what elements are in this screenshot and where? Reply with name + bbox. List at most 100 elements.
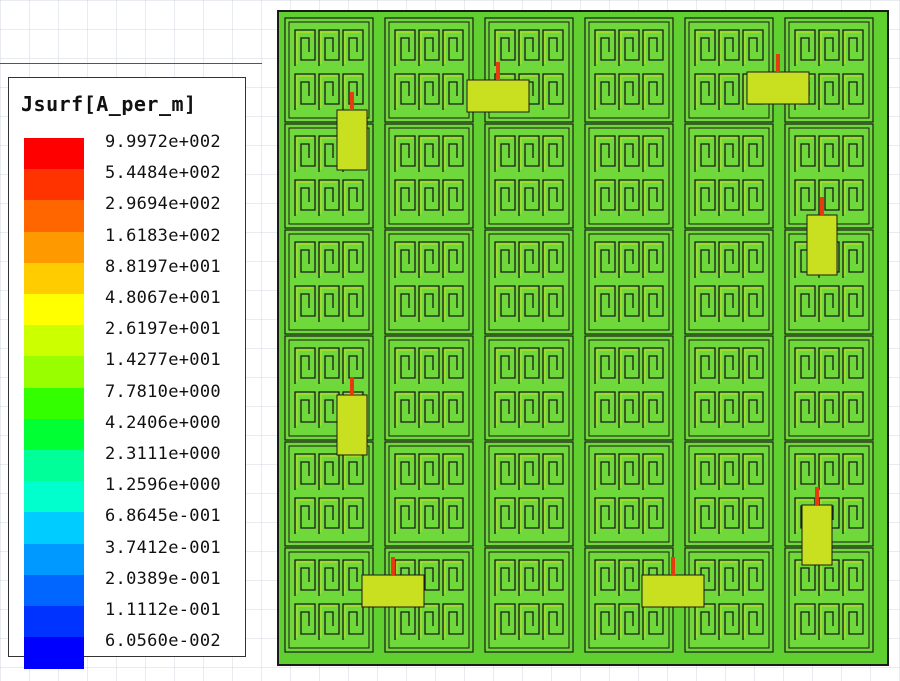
meander-trace (618, 453, 640, 490)
meander-trace (842, 135, 864, 172)
colorbar-tick-label: 2.0389e-001 (105, 568, 221, 589)
meander-trace (718, 391, 740, 428)
meander-trace (694, 179, 716, 216)
meander-current (720, 393, 737, 426)
meander-trace (318, 29, 340, 66)
meander-current (644, 287, 661, 320)
meander-current (420, 243, 437, 276)
meander-trace (394, 453, 416, 490)
meander-current (320, 243, 337, 276)
feed-patch (336, 109, 368, 171)
meander-trace (594, 179, 616, 216)
meander-trace (842, 347, 864, 384)
colorbar-tick-label: 3.7412e-001 (105, 537, 221, 558)
meander-current (696, 181, 713, 214)
colorbar-swatch (24, 325, 84, 357)
meander-current (296, 243, 313, 276)
meander-current (720, 287, 737, 320)
meander-trace (294, 179, 316, 216)
unit-cell (684, 441, 774, 547)
meander-trace (542, 391, 564, 428)
meander-trace (442, 135, 464, 172)
meander-trace (518, 241, 540, 278)
meander-current (620, 31, 637, 64)
meander-trace (518, 29, 540, 66)
meander-trace (842, 73, 864, 110)
meander-trace (842, 179, 864, 216)
current-hotspot (496, 62, 500, 80)
meander-trace (742, 559, 764, 596)
meander-current (720, 561, 737, 594)
meander-current (444, 499, 461, 532)
meander-current (296, 455, 313, 488)
colorbar-swatch (24, 169, 84, 201)
meander-trace (718, 497, 740, 534)
meander-current (320, 31, 337, 64)
meander-current (320, 349, 337, 382)
meander-current (344, 561, 361, 594)
meander-current (320, 455, 337, 488)
colorbar-swatch (24, 574, 84, 607)
meander-trace (494, 29, 516, 66)
unit-cell (584, 335, 674, 441)
meander-current (644, 75, 661, 108)
meander-current (420, 31, 437, 64)
meander-current (696, 75, 713, 108)
meander-current (744, 499, 761, 532)
meander-current (644, 137, 661, 170)
meander-trace (818, 347, 840, 384)
meander-current (844, 393, 861, 426)
feed-patch (336, 394, 368, 456)
meander-current (396, 393, 413, 426)
meander-current (520, 137, 537, 170)
meander-trace (694, 347, 716, 384)
meander-trace (718, 285, 740, 322)
meander-trace (542, 135, 564, 172)
meander-trace (818, 135, 840, 172)
meander-trace (594, 559, 616, 596)
unit-cell-ring (688, 21, 770, 119)
meander-current (744, 393, 761, 426)
meander-trace (742, 603, 764, 640)
meander-trace (694, 497, 716, 534)
unit-cell-ring (688, 445, 770, 543)
meander-current (520, 287, 537, 320)
meander-current (520, 181, 537, 214)
meander-current (296, 349, 313, 382)
meander-trace (694, 73, 716, 110)
meander-current (744, 243, 761, 276)
unit-cell-ring (588, 339, 670, 437)
meander-trace (494, 135, 516, 172)
meander-trace (618, 135, 640, 172)
unit-cell (684, 229, 774, 335)
meander-trace (418, 285, 440, 322)
meander-current (344, 605, 361, 638)
unit-cell-ring (588, 127, 670, 225)
meander-current (420, 287, 437, 320)
meander-trace (794, 179, 816, 216)
meander-current (744, 181, 761, 214)
meander-trace (818, 391, 840, 428)
meander-current (396, 31, 413, 64)
meander-current (320, 393, 337, 426)
meander-trace (794, 391, 816, 428)
meander-trace (294, 285, 316, 322)
colorbar-legend: Jsurf[A_per_m] 9.9972e+002 5.4484e+002 2.9… (8, 77, 246, 669)
colorbar-tick-label: 7.7810e+000 (105, 381, 221, 402)
meander-trace (342, 73, 364, 110)
meander-trace (442, 497, 464, 534)
meander-current (444, 31, 461, 64)
meander-current (596, 349, 613, 382)
unit-cell-ring (288, 21, 370, 119)
meander-trace (842, 603, 864, 640)
meander-current (696, 349, 713, 382)
meander-trace (318, 453, 340, 490)
meander-current (396, 181, 413, 214)
unit-cell (284, 441, 374, 547)
meander-current (296, 75, 313, 108)
meander-trace (842, 391, 864, 428)
meander-current (720, 605, 737, 638)
meander-current (496, 31, 513, 64)
unit-cell-ring (488, 21, 570, 119)
unit-cell-ring (288, 445, 370, 543)
